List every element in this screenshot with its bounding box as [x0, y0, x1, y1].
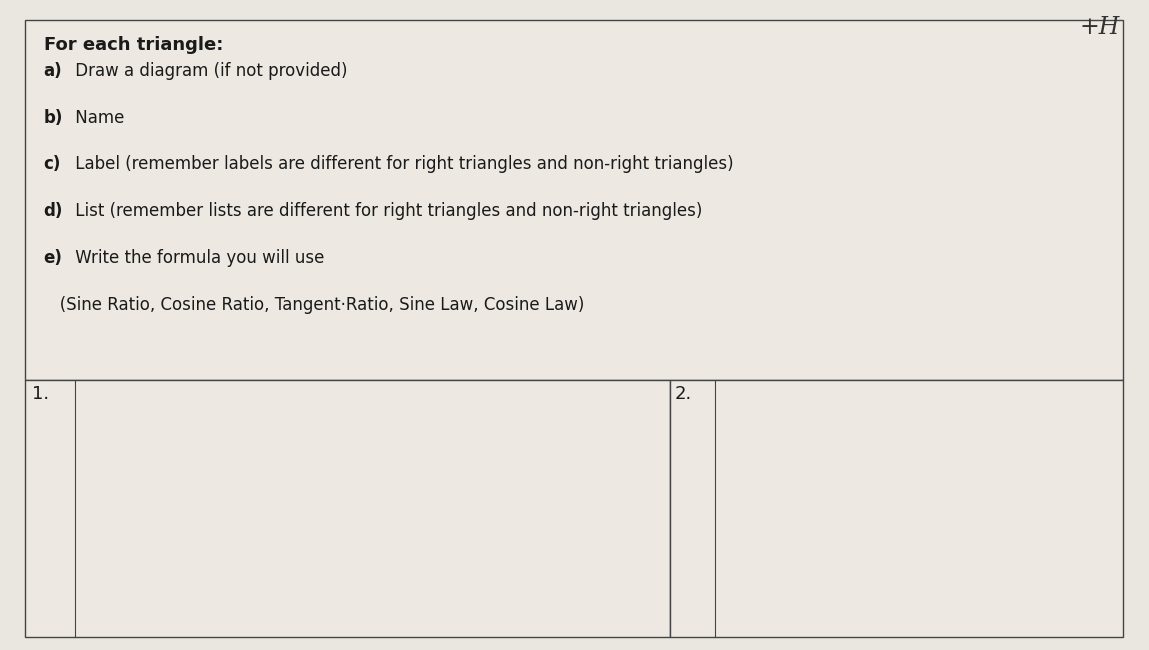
Text: D: D	[803, 391, 818, 409]
Text: c): c)	[44, 155, 61, 174]
Text: Solve for: Solve for	[758, 606, 838, 625]
Text: f: f	[967, 606, 974, 625]
Text: 1.: 1.	[32, 385, 49, 403]
Text: x: x	[309, 571, 318, 589]
Text: e): e)	[44, 249, 62, 267]
Text: Draw a diagram (if not provided): Draw a diagram (if not provided)	[70, 62, 348, 80]
Text: a): a)	[44, 62, 62, 80]
Text: Label (remember labels are different for right triangles and non-right triangles: Label (remember labels are different for…	[70, 155, 734, 174]
Text: +H: +H	[1080, 16, 1120, 39]
Text: 38°: 38°	[387, 521, 422, 540]
Text: F: F	[1047, 480, 1057, 498]
Polygon shape	[807, 408, 1020, 585]
Polygon shape	[148, 415, 478, 547]
Text: For each triangle:: For each triangle:	[44, 36, 223, 54]
Text: Z: Z	[508, 536, 519, 553]
Text: List (remember lists are different for right triangles and non-right triangles): List (remember lists are different for r…	[70, 202, 702, 220]
Text: b): b)	[44, 109, 63, 127]
Text: Name: Name	[70, 109, 124, 127]
Text: (Sine Ratio, Cosine Ratio, Tangent·Ratio, Sine Law, Cosine Law): (Sine Ratio, Cosine Ratio, Tangent·Ratio…	[44, 296, 584, 314]
Text: 12 m: 12 m	[375, 462, 417, 480]
Text: X: X	[230, 395, 244, 415]
Text: d): d)	[44, 202, 63, 220]
Text: Y: Y	[102, 538, 113, 556]
Text: 2.: 2.	[674, 385, 692, 403]
Text: 8.1 m: 8.1 m	[959, 528, 1008, 546]
Text: 9.2 m: 9.2 m	[956, 424, 1003, 442]
Text: 67°: 67°	[944, 480, 974, 498]
Text: Write the formula you will use: Write the formula you will use	[70, 249, 324, 267]
Text: E: E	[822, 593, 832, 612]
